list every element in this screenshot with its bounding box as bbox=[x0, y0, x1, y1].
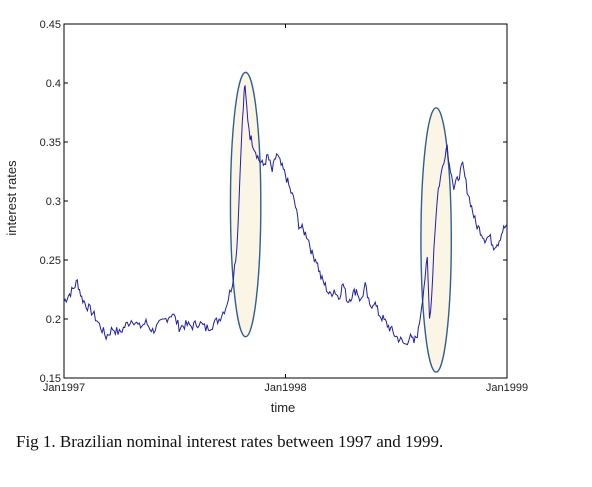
x-axis-label: time bbox=[271, 400, 296, 415]
y-tick-label: 0.2 bbox=[46, 314, 61, 326]
y-tick-label: 0.4 bbox=[46, 78, 61, 90]
x-tick-label: Jan1997 bbox=[43, 382, 85, 394]
figure-caption: Fig 1. Brazilian nominal interest rates … bbox=[16, 432, 444, 451]
y-tick-label: 0.35 bbox=[40, 137, 61, 149]
highlight-ellipse-2 bbox=[420, 107, 452, 373]
y-tick-label: 0.25 bbox=[40, 255, 61, 267]
x-tick-label: Jan1999 bbox=[486, 382, 528, 394]
line-chart: 0.15 0.2 0.25 0.3 0.35 0.4 0.45 Jan1997 Jan1998 J… bbox=[4, 19, 529, 415]
y-tick-label: 0.15 bbox=[40, 373, 61, 385]
y-axis-label: interest rates bbox=[4, 160, 19, 236]
highlight-ellipse-1 bbox=[229, 71, 262, 338]
y-tick-label: 0.45 bbox=[40, 19, 61, 31]
x-tick-label: Jan1998 bbox=[264, 382, 306, 394]
highlight-ellipses bbox=[229, 71, 452, 373]
series-line-1 bbox=[63, 84, 508, 346]
y-tick-label: 0.3 bbox=[46, 196, 61, 208]
series-group bbox=[63, 84, 508, 346]
plot-axes: 0.15 0.2 0.25 0.3 0.35 0.4 0.45 Jan1997 Jan1998 J… bbox=[40, 19, 529, 394]
